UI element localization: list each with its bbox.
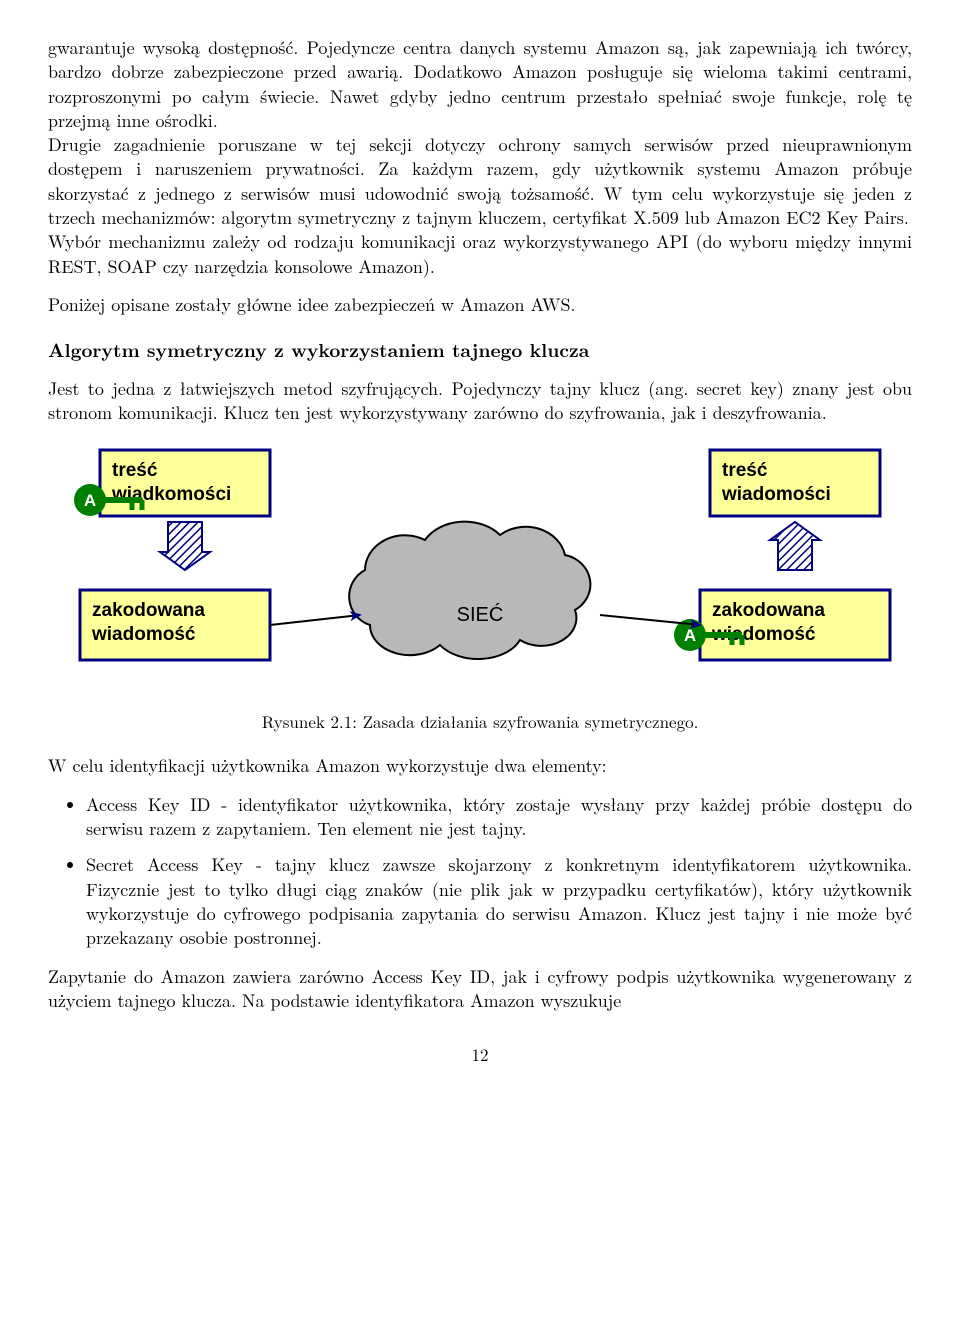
svg-text:zakodowana: zakodowana <box>92 600 205 621</box>
text: Wybór mechanizmu zależy od rodzaju komun… <box>48 229 912 278</box>
paragraph: W celu identyfikacji użytkownika Amazon … <box>48 754 912 778</box>
svg-text:zakodowana: zakodowana <box>712 600 825 621</box>
paragraph: gwarantuje wysoką dostępność. Pojedyncze… <box>48 36 912 279</box>
svg-text:A: A <box>684 626 696 645</box>
encryption-diagram: SIEĆtreśćwiadkomościzakodowanawiadomośćt… <box>50 440 910 700</box>
text: gwarantuje wysoką dostępność. Pojedyncze… <box>48 35 912 133</box>
svg-text:treść: treść <box>722 460 768 481</box>
svg-text:SIEĆ: SIEĆ <box>457 603 504 626</box>
paragraph: Zapytanie do Amazon zawiera zarówno Acce… <box>48 965 912 1014</box>
svg-text:A: A <box>84 491 96 510</box>
paragraph: Poniżej opisane zostały główne idee zabe… <box>48 293 912 317</box>
svg-text:wiadomość: wiadomość <box>91 624 196 645</box>
figure-caption: Rysunek 2.1: Zasada działania szyfrowani… <box>48 710 912 733</box>
section-heading: Algorytm symetryczny z wykorzystaniem ta… <box>48 337 912 363</box>
text: Drugie zagadnienie poruszane w tej sekcj… <box>48 132 912 230</box>
paragraph: Jest to jedna z łatwiejszych metod szyfr… <box>48 377 912 426</box>
svg-text:wiadomości: wiadomości <box>721 484 831 505</box>
list-item: Secret Access Key - tajny klucz zawsze s… <box>86 853 912 950</box>
svg-text:treść: treść <box>112 460 158 481</box>
page-number: 12 <box>48 1043 912 1066</box>
list-item: Access Key ID - identyfikator użytkownik… <box>86 793 912 842</box>
bullet-list: Access Key ID - identyfikator użytkownik… <box>48 793 912 951</box>
figure: SIEĆtreśćwiadkomościzakodowanawiadomośćt… <box>48 440 912 700</box>
